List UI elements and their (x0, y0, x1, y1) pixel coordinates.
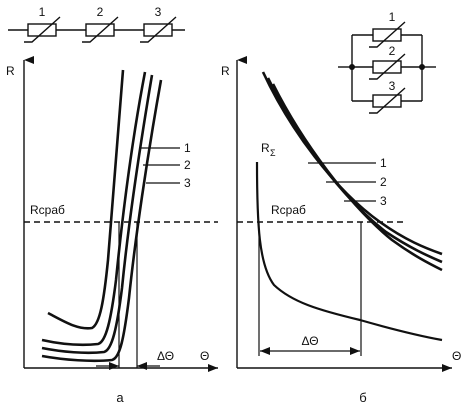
sum-curve-label: R (261, 141, 270, 155)
parallel-label-2: 2 (389, 44, 396, 58)
right-panel: 1 2 3 R Θ Rсраб R Σ 1 2 3 (221, 10, 461, 405)
right-threshold-label: Rсраб (271, 203, 306, 217)
left-caption: а (116, 390, 124, 405)
left-y-axis-label: R (6, 64, 15, 78)
right-x-axis-label: Θ (452, 349, 461, 363)
right-curve-2 (266, 77, 443, 264)
parallel-label-3: 3 (389, 79, 396, 93)
left-curve-0 (47, 69, 125, 330)
right-curve-label-2: 2 (380, 175, 387, 189)
left-x-axis-label: Θ (200, 349, 209, 363)
right-sum-curve (255, 161, 443, 342)
right-leaders (308, 162, 376, 202)
right-curve-label-3: 3 (380, 194, 387, 208)
series-label-3: 3 (155, 5, 162, 19)
right-delta-label: ΔΘ (301, 334, 318, 348)
sum-curve-subscript: Σ (270, 148, 276, 158)
left-curve-label-3: 3 (184, 176, 191, 190)
left-curve-label-1: 1 (184, 141, 191, 155)
left-panel: 1 2 3 R Θ Rсраб 1 2 3 ΔΘ (6, 5, 218, 405)
right-curve-1 (261, 71, 443, 256)
right-curve-3 (271, 83, 443, 272)
parallel-label-1: 1 (389, 10, 396, 24)
series-label-2: 2 (97, 5, 104, 19)
left-curve-label-2: 2 (184, 158, 191, 172)
series-circuit (8, 16, 185, 43)
left-delta-label: ΔΘ (157, 349, 174, 363)
parallel-node-right (419, 64, 425, 70)
left-curves (41, 69, 163, 363)
parallel-node-left (349, 64, 355, 70)
right-y-axis-label: R (221, 64, 230, 78)
right-curve-label-1: 1 (380, 156, 387, 170)
right-curves (261, 71, 443, 272)
left-curve-1 (41, 71, 147, 347)
left-threshold-label: Rсраб (30, 203, 65, 217)
left-leaders (140, 147, 180, 184)
left-curve-3 (41, 79, 163, 363)
left-curve-2 (41, 74, 154, 355)
right-caption: б (359, 390, 366, 405)
series-label-1: 1 (39, 5, 46, 19)
